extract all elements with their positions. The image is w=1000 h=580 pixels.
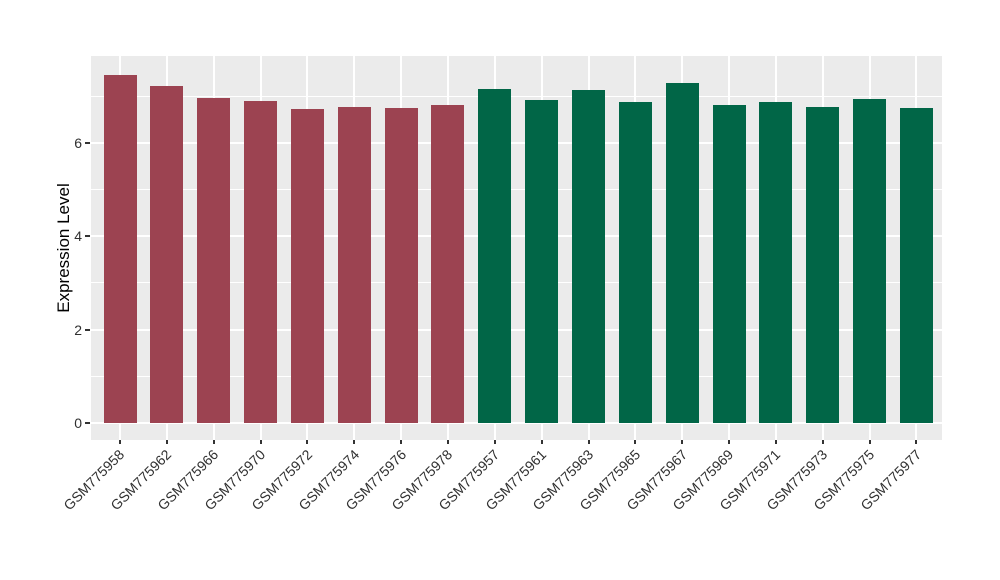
y-tick-mark (85, 422, 90, 424)
bar (337, 106, 371, 423)
bar (525, 100, 559, 423)
bar (572, 90, 605, 423)
major-gridline (91, 328, 942, 331)
bar (431, 104, 465, 423)
x-tick-mark (446, 440, 449, 444)
y-tick-label: 4 (74, 228, 82, 245)
x-tick-mark (259, 440, 262, 444)
bar (899, 108, 933, 423)
plot-panel (91, 56, 942, 440)
minor-gridline (91, 95, 942, 97)
minor-gridline (91, 375, 942, 377)
y-axis-title: Expression Level (54, 183, 73, 313)
major-gridline (91, 141, 942, 144)
bar (665, 83, 699, 423)
y-tick-label: 2 (74, 321, 82, 338)
major-gridline (91, 235, 942, 238)
y-tick-mark (85, 328, 90, 331)
y-tick-mark (85, 235, 90, 238)
bar (197, 98, 231, 423)
x-tick-mark (868, 440, 871, 444)
bar (618, 101, 652, 423)
x-tick-mark (681, 440, 684, 444)
bar (712, 105, 746, 423)
bar (759, 101, 793, 423)
y-tick-label: 0 (74, 415, 82, 431)
x-tick-mark (774, 440, 777, 444)
x-tick-mark (634, 440, 637, 444)
x-tick-mark (493, 440, 496, 444)
y-tick-mark (85, 141, 90, 144)
x-tick-mark (353, 440, 356, 444)
bar (290, 109, 324, 423)
x-tick-mark (119, 440, 121, 444)
bar (478, 89, 512, 423)
x-tick-mark (165, 440, 168, 444)
major-gridline (91, 422, 942, 424)
x-tick-mark (306, 440, 309, 444)
x-tick-mark (540, 440, 543, 444)
bar (244, 100, 278, 423)
x-tick-mark (915, 440, 918, 444)
y-tick-label: 6 (74, 134, 82, 151)
bar (853, 98, 887, 423)
x-tick-mark (400, 440, 403, 444)
bar (806, 106, 840, 423)
bar (103, 75, 137, 423)
minor-gridline (91, 189, 942, 190)
x-tick-mark (587, 440, 590, 444)
x-tick-mark (821, 440, 824, 444)
minor-gridline (91, 282, 942, 284)
bar (150, 85, 184, 423)
x-tick-mark (212, 440, 215, 444)
x-tick-mark (728, 440, 731, 444)
bar (384, 107, 418, 423)
